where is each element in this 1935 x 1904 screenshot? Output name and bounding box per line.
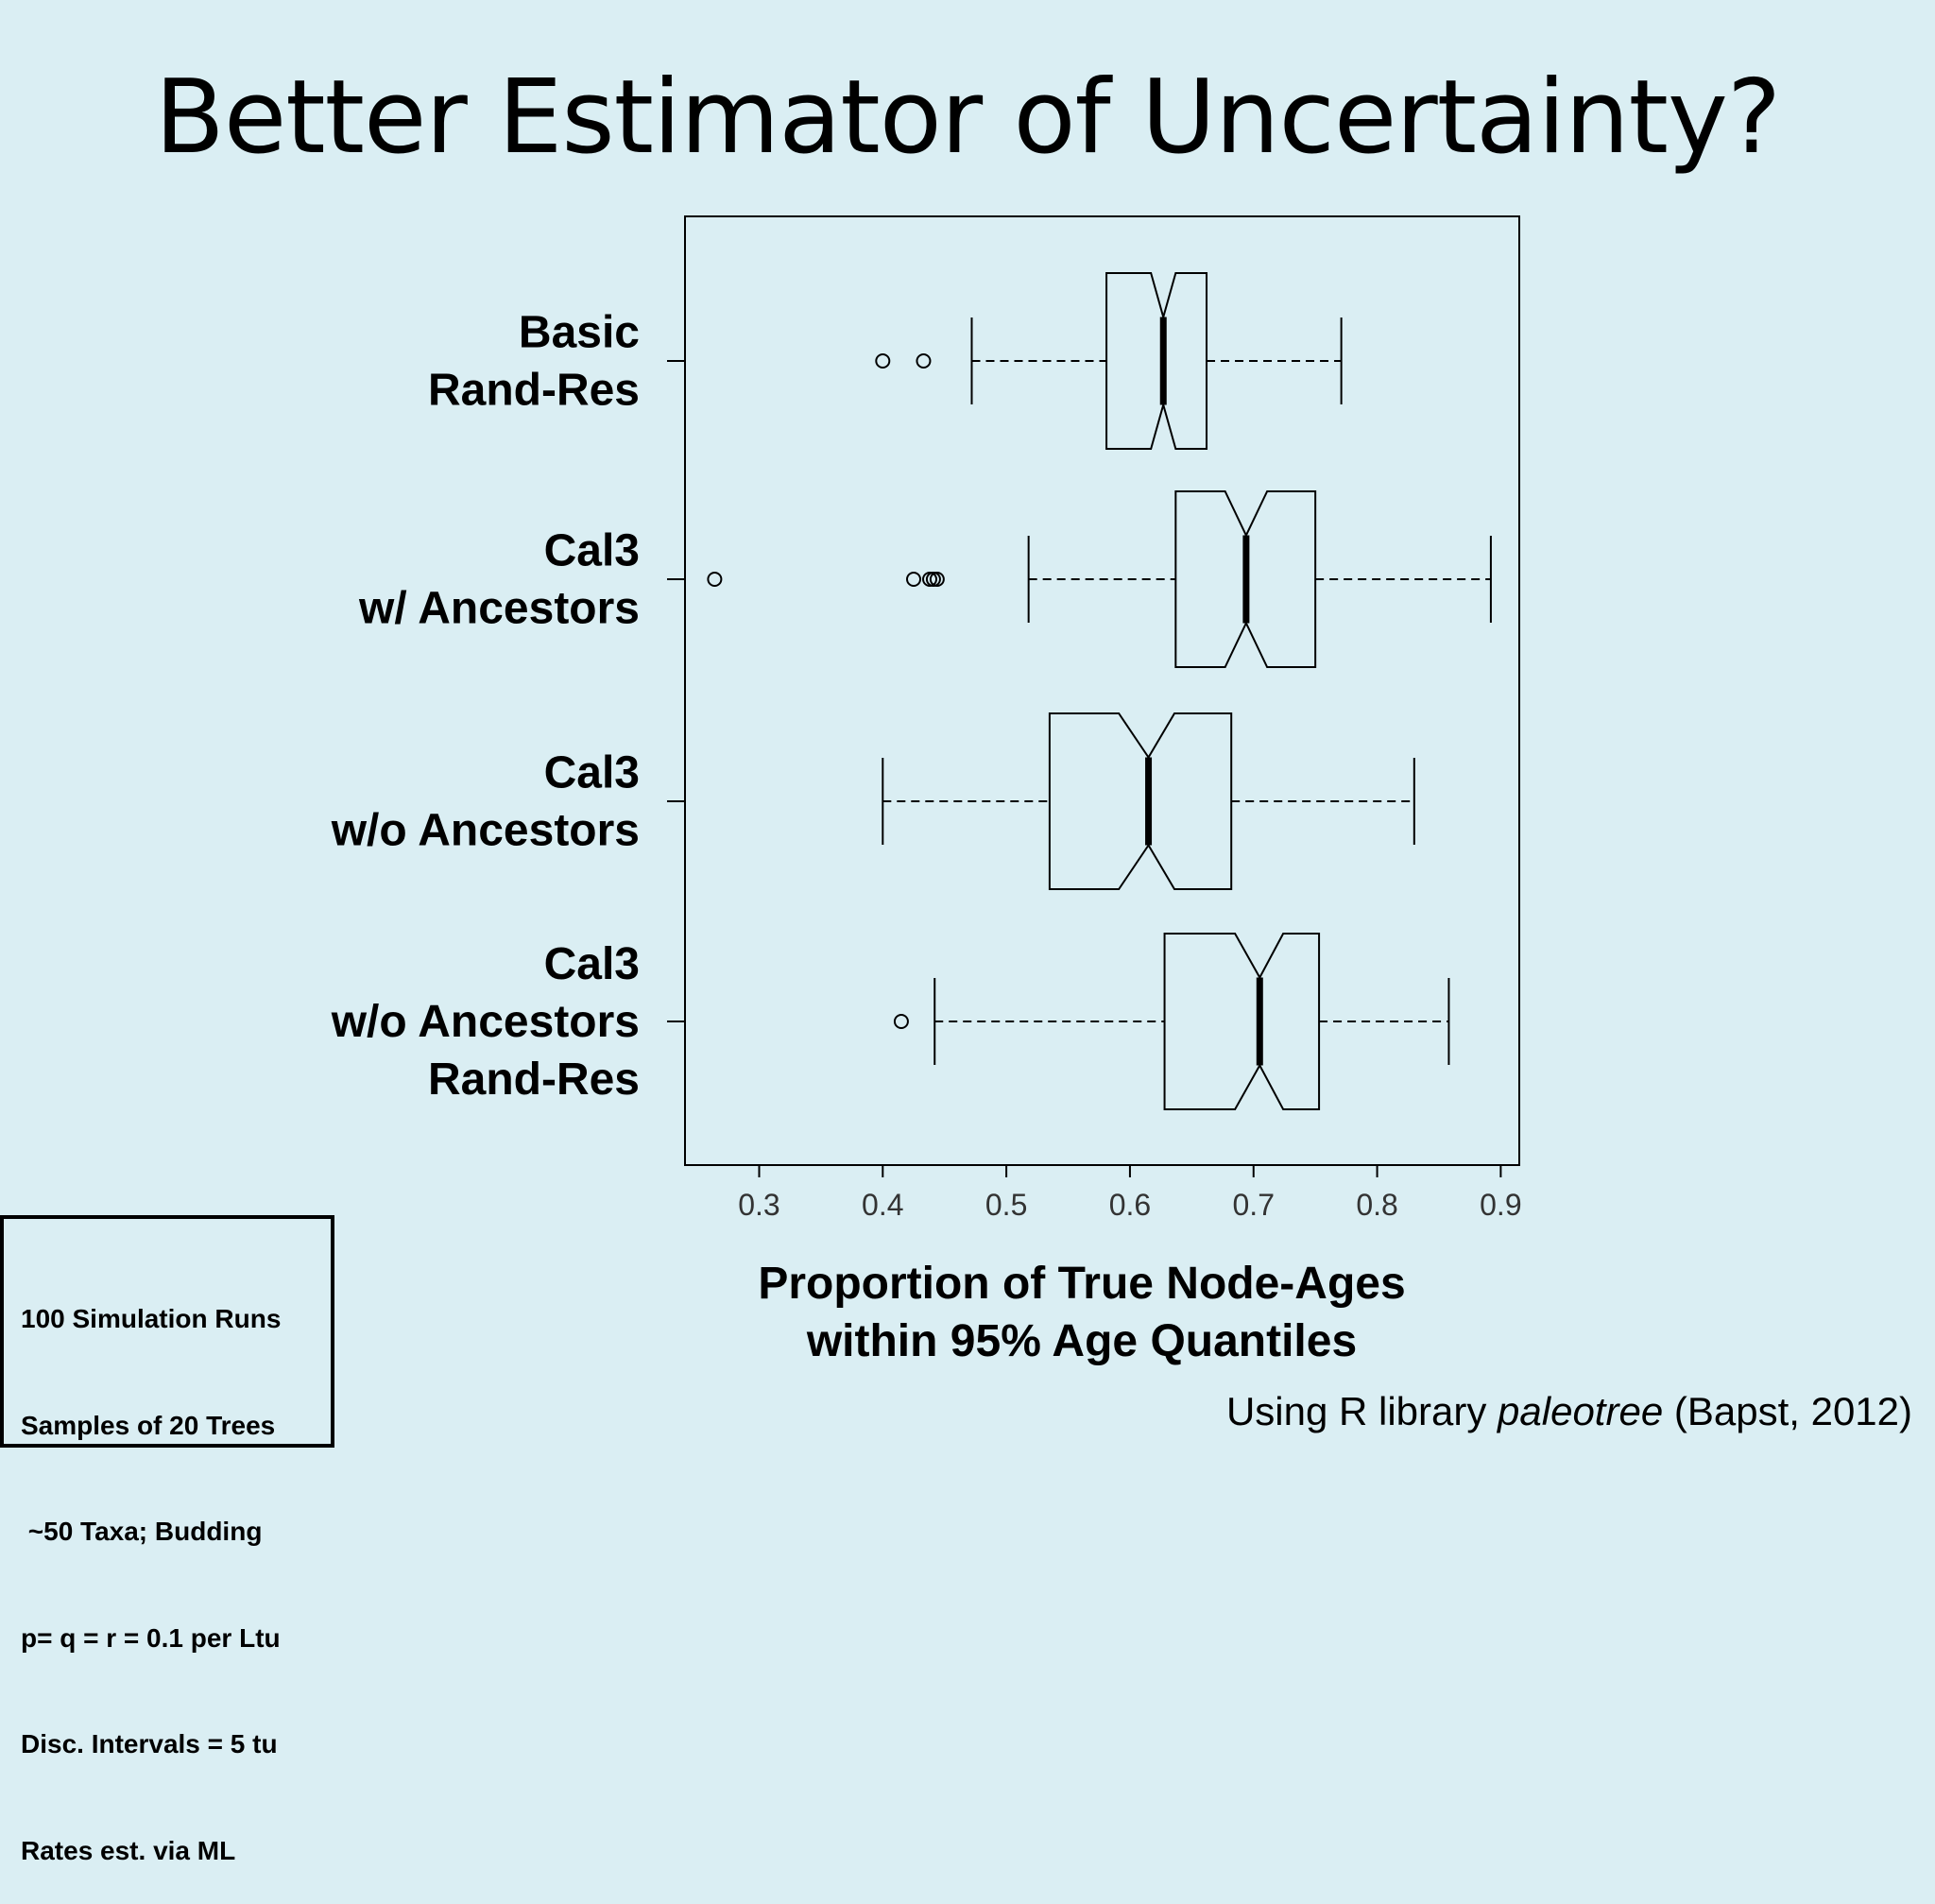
citation-suffix: (Bapst, 2012) — [1663, 1389, 1912, 1433]
x-tick-label: 0.7 — [1233, 1188, 1275, 1222]
x-tick-label: 0.8 — [1356, 1188, 1397, 1222]
category-label: w/o Ancestors — [331, 806, 640, 856]
x-tick-label: 0.9 — [1480, 1188, 1521, 1222]
notes-line-1: 100 Simulation Runs — [21, 1304, 282, 1333]
x-axis-label-line-2: within 95% Age Quantiles — [806, 1316, 1358, 1366]
notes-line-2: Samples of 20 Trees — [21, 1410, 276, 1440]
citation-prefix: Using R library — [1225, 1389, 1498, 1433]
boxplot-chart: 0.3 0.4 0.5 0.6 0.7 0.8 0.9 Basic Rand-Res Cal3 w/… — [331, 215, 1522, 1222]
outlier-point — [875, 353, 891, 369]
notes-line-6: Rates est. via ML — [21, 1835, 236, 1865]
x-tick-label: 0.6 — [1109, 1188, 1151, 1222]
category-label: w/ Ancestors — [358, 584, 640, 634]
category-label: Cal3 — [544, 748, 640, 798]
category-label: Rand-Res — [428, 366, 640, 416]
notes-line-3: ~50 Taxa; Budding — [21, 1517, 263, 1546]
x-axis-label: Proportion of True Node-Ages within 95% … — [642, 1255, 1521, 1370]
notes-line-4: p= q = r = 0.1 per Ltu — [21, 1622, 281, 1653]
outlier-point — [916, 353, 932, 369]
outlier-point — [707, 572, 723, 587]
notched-box — [1048, 712, 1233, 890]
outlier-point — [922, 572, 938, 587]
category-label: w/o Ancestors — [331, 997, 640, 1047]
citation: Using R library paleotree (Bapst, 2012) — [1226, 1389, 1912, 1434]
x-tick-label: 0.4 — [862, 1188, 903, 1222]
outlier-point — [925, 572, 941, 587]
category-label: Rand-Res — [428, 1055, 640, 1105]
x-tick-label: 0.3 — [738, 1188, 779, 1222]
outlier-point — [893, 1014, 909, 1029]
x-tick-label: 0.5 — [985, 1188, 1027, 1222]
category-label: Basic — [519, 308, 640, 358]
citation-library-name: paleotree — [1498, 1389, 1664, 1433]
outlier-point — [929, 572, 945, 587]
simulation-notes-box: 100 Simulation Runs Samples of 20 Trees … — [0, 1215, 334, 1865]
notched-box — [1174, 490, 1317, 668]
notched-box — [1105, 272, 1208, 450]
slide-title: Better Estimator of Uncertainty? — [154, 59, 1782, 177]
notes-line-5: Disc. Intervals = 5 tu — [21, 1729, 278, 1758]
category-label: Cal3 — [544, 526, 640, 576]
notched-box — [1163, 933, 1321, 1110]
category-label: Cal3 — [544, 939, 640, 989]
x-axis-label-line-1: Proportion of True Node-Ages — [758, 1259, 1406, 1309]
outlier-point — [906, 572, 922, 587]
plot-frame — [684, 215, 1520, 1166]
